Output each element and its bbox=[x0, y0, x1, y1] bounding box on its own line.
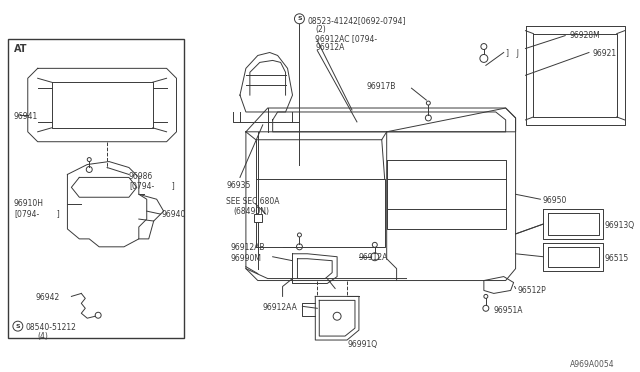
Text: 96912A: 96912A bbox=[316, 42, 345, 52]
Text: 96941: 96941 bbox=[14, 112, 38, 121]
Text: 96990M: 96990M bbox=[230, 254, 261, 263]
Text: 96951A: 96951A bbox=[494, 306, 524, 315]
Text: 96912AB: 96912AB bbox=[230, 243, 264, 252]
Text: 96991Q: 96991Q bbox=[347, 340, 377, 349]
Bar bbox=[8, 39, 184, 338]
Text: 96928M: 96928M bbox=[569, 31, 600, 40]
Circle shape bbox=[13, 321, 23, 331]
Text: 08523-41242[0692-0794]: 08523-41242[0692-0794] bbox=[307, 16, 406, 25]
Text: J: J bbox=[511, 48, 518, 58]
Text: S: S bbox=[15, 324, 20, 328]
Text: 08540-51212: 08540-51212 bbox=[26, 323, 77, 332]
Text: ]: ] bbox=[166, 182, 174, 190]
Text: AT: AT bbox=[14, 44, 28, 54]
Text: 96950: 96950 bbox=[542, 196, 567, 205]
Circle shape bbox=[294, 14, 305, 24]
Text: ]: ] bbox=[52, 209, 60, 218]
Text: [0794-: [0794- bbox=[14, 209, 39, 218]
Text: 96512P: 96512P bbox=[518, 286, 547, 295]
Text: 96940: 96940 bbox=[162, 210, 186, 219]
Text: (2): (2) bbox=[316, 25, 326, 34]
Text: (68490N): (68490N) bbox=[233, 207, 269, 216]
Text: 96942: 96942 bbox=[36, 294, 60, 302]
Text: SEE SEC.680A: SEE SEC.680A bbox=[226, 197, 280, 206]
Text: 96917B: 96917B bbox=[367, 82, 396, 91]
Text: (4): (4) bbox=[38, 332, 49, 341]
Text: [0794-: [0794- bbox=[129, 182, 154, 190]
Bar bbox=[254, 214, 262, 222]
Text: 96515: 96515 bbox=[605, 254, 629, 263]
Text: 96913Q: 96913Q bbox=[605, 221, 635, 230]
Text: 96912AA: 96912AA bbox=[263, 303, 298, 312]
Text: 96910H: 96910H bbox=[14, 199, 44, 208]
Text: 96912A: 96912A bbox=[359, 253, 388, 262]
Text: 96935: 96935 bbox=[226, 182, 250, 190]
Text: A969A0054: A969A0054 bbox=[570, 360, 615, 369]
Text: 96912AC [0794-: 96912AC [0794- bbox=[316, 33, 378, 43]
Text: 96921: 96921 bbox=[593, 48, 617, 58]
Text: 96986: 96986 bbox=[129, 173, 153, 182]
Text: ]: ] bbox=[506, 48, 509, 58]
Text: S: S bbox=[297, 16, 301, 21]
